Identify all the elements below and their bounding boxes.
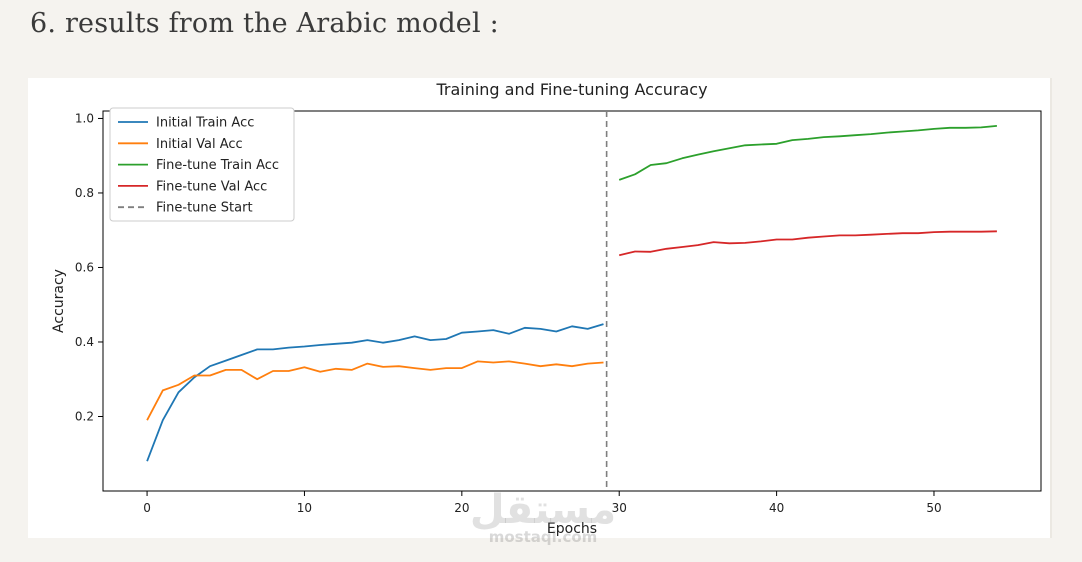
axis-ticks: 0 10 20 30 40 50 0.2 0.4 0.6 0.8 1.0 <box>75 111 942 515</box>
accuracy-chart: Training and Fine-tuning Accuracy 0 10 20 3… <box>51 80 1042 537</box>
x-axis-label: Epochs <box>547 521 597 537</box>
x-tick-label: 0 <box>143 501 151 515</box>
y-tick-label: 0.4 <box>75 335 94 349</box>
x-tick-label: 20 <box>454 501 469 515</box>
x-tick-label: 10 <box>297 501 312 515</box>
plot-area-frame <box>102 110 1042 492</box>
y-tick-label: 0.8 <box>75 186 94 200</box>
legend-label: Fine-tune Train Acc <box>156 158 279 173</box>
y-tick-label: 1.0 <box>75 111 94 125</box>
series-line-4 <box>618 230 997 257</box>
y-axis-label: Accuracy <box>51 269 67 333</box>
y-tick-label: 0.6 <box>75 260 94 274</box>
legend-label: Initial Train Acc <box>156 116 254 131</box>
legend-box <box>109 107 295 222</box>
legend-label: Fine-tune Start <box>156 201 253 216</box>
page-heading: 6. results from the Arabic model : <box>30 8 499 39</box>
series-layer <box>146 111 997 491</box>
x-tick-label: 30 <box>612 501 627 515</box>
figure-divider <box>1050 78 1052 538</box>
legend-label: Initial Val Acc <box>156 137 243 152</box>
legend-label: Fine-tune Val Acc <box>156 179 267 194</box>
series-line-1 <box>146 323 604 462</box>
series-line-3 <box>618 125 997 181</box>
x-tick-label: 40 <box>769 501 784 515</box>
page-bottom-strip <box>0 548 1082 562</box>
chart-legend: Initial Train Acc Initial Val Acc Fine-tun… <box>109 107 295 222</box>
series-line-2 <box>146 360 604 421</box>
x-tick-label: 50 <box>926 501 941 515</box>
chart-figure: Training and Fine-tuning Accuracy 0 10 20 3… <box>28 78 1052 538</box>
y-tick-label: 0.2 <box>75 409 94 423</box>
chart-title: Training and Fine-tuning Accuracy <box>435 80 707 99</box>
